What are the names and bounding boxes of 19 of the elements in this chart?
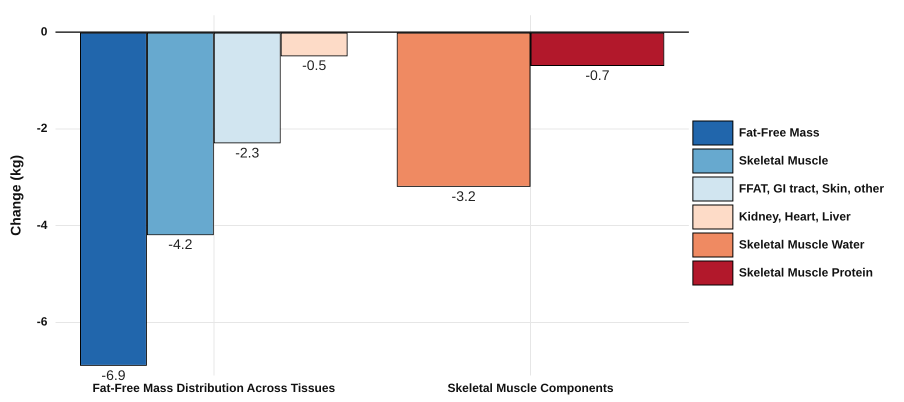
data-label: -4.2 [168,236,193,252]
y-tick-label: -2 [36,121,48,136]
data-label: -0.5 [302,57,326,74]
x-tick-label: Skeletal Muscle Components [447,381,614,396]
data-label: -2.3 [235,144,260,160]
y-tick-label: -6 [36,314,48,329]
data-label: -6.9 [101,366,126,383]
y-tick-label: 0 [40,24,48,38]
data-label: -3.2 [452,188,476,204]
y-axis-title: Change (kg) [7,154,24,236]
legend-label: Skeletal Muscle Protein [738,265,873,280]
x-tick-label: Fat-Free Mass Distribution Across Tissues [92,381,336,396]
data-label: -0.7 [585,66,610,83]
legend-label: FFAT, GI tract, Skin, other [738,181,884,196]
legend-label: Fat-Free Mass [738,125,820,140]
legend-label: Skeletal Muscle [738,153,829,168]
y-tick-label: -4 [36,218,48,232]
legend-label: Skeletal Muscle Water [738,237,865,252]
legend-label: Kidney, Heart, Liver [738,209,852,224]
